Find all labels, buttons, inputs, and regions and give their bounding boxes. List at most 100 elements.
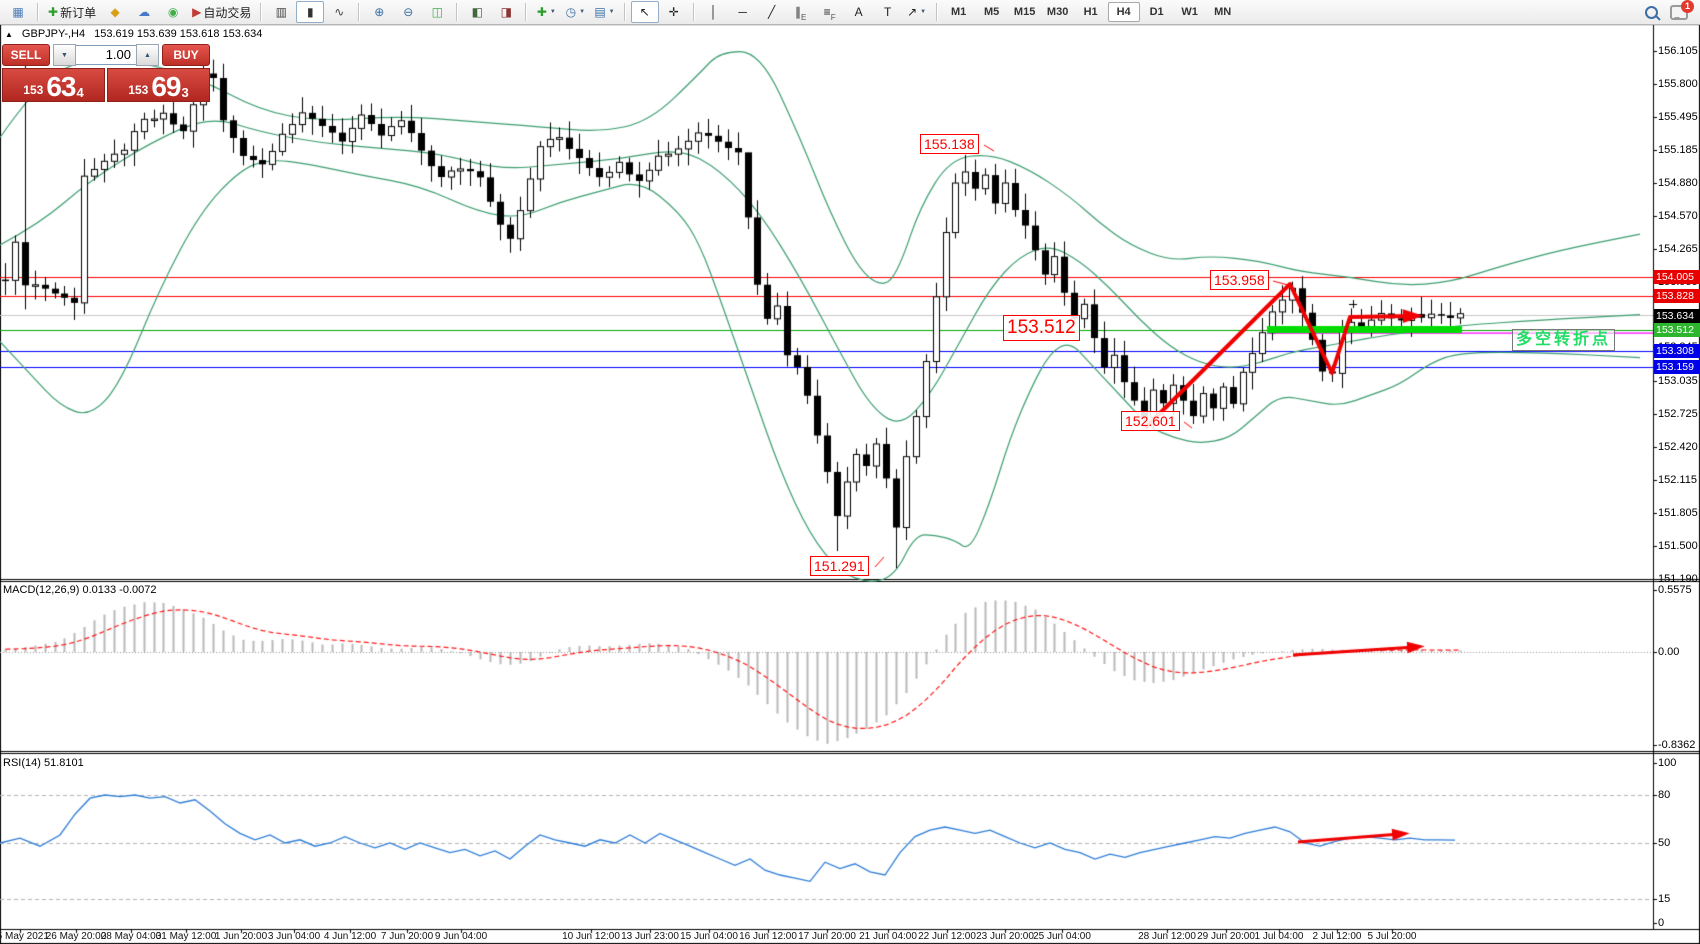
dropdown-caret-icon[interactable]: ▼: [579, 9, 586, 15]
rsi-axis-tick: 0: [1658, 917, 1665, 929]
bid-price-display[interactable]: 153 63 4: [2, 68, 105, 102]
symbol-period-label: GBPJPY-,H4: [21, 28, 86, 40]
zoom-in-icon[interactable]: ⊕: [365, 1, 393, 23]
templates-icon[interactable]: ▤ ▼: [590, 1, 618, 23]
horizontal-line-icon[interactable]: ─: [729, 1, 757, 23]
volume-increase-button[interactable]: ▲: [136, 44, 159, 66]
date-axis-label: 22 Jun 12:00: [918, 931, 976, 942]
sub-letter: F: [830, 13, 836, 22]
rsi-axis-tick: 100: [1658, 757, 1677, 769]
volume-input[interactable]: 1.00: [76, 45, 136, 65]
search-icon[interactable]: [1645, 5, 1658, 19]
indicators-icon[interactable]: ✚ ▼: [532, 1, 560, 23]
chart-window-icon[interactable]: ▦: [4, 1, 32, 23]
toolbar-right: 1: [1645, 0, 1696, 20]
price-level-badge: 153.512: [1654, 322, 1700, 337]
web-trader-icon[interactable]: ☁: [130, 1, 158, 23]
price-annotation[interactable]: 155.138: [920, 134, 979, 154]
macd-axis-tick: -0.8362: [1658, 738, 1696, 751]
price-axis-tick: 153.035: [1658, 374, 1698, 387]
chart-shift-icon: ◨: [500, 5, 512, 19]
signals-icon[interactable]: ◉: [159, 1, 187, 23]
rsi-axis-tick: 15: [1658, 893, 1671, 905]
volume-decrease-button[interactable]: ▼: [53, 44, 76, 66]
timeframe-w1[interactable]: W1: [1181, 6, 1198, 18]
line-chart-icon[interactable]: ∿: [325, 1, 353, 23]
bid-pipette: 4: [76, 85, 84, 100]
periods-icon: ◷: [565, 5, 577, 19]
fibonacci-icon[interactable]: ≡ F: [816, 1, 844, 23]
dropdown-caret-icon[interactable]: ▼: [920, 9, 927, 15]
auto-scroll-icon[interactable]: ◧: [463, 1, 491, 23]
rsi-axis-tick: 50: [1658, 837, 1671, 849]
buy-button[interactable]: BUY: [162, 44, 210, 66]
timeframe-bar: M1 M5 M15 M30 H1 H4 D1 W1 MN: [943, 2, 1239, 22]
price-axis-tick: 154.570: [1658, 209, 1698, 222]
notifications-icon[interactable]: 1: [1670, 0, 1694, 20]
price-axis-tick: 155.495: [1658, 110, 1698, 123]
date-axis-label: 23 Jun 20:00: [976, 931, 1034, 942]
indicators-icon: ✚: [536, 5, 547, 19]
trendline-icon: ╱: [768, 5, 776, 19]
new-order-button[interactable]: ✚ 新订单: [44, 1, 100, 23]
price-axis-tick: 154.880: [1658, 176, 1698, 189]
price-annotation[interactable]: 153.512: [1003, 315, 1080, 341]
timeframe-m5[interactable]: M5: [983, 6, 1000, 18]
collapse-triangle-icon[interactable]: ▲: [5, 29, 13, 39]
toolbar-separator: [935, 3, 938, 21]
macd-axis-tick: 0.00: [1658, 646, 1680, 658]
date-axis-label: 21 Jun 04:00: [859, 931, 917, 942]
autotrading-button-label: 自动交易: [203, 5, 252, 20]
ask-pips: 69: [151, 71, 181, 102]
price-axis-tick: 152.725: [1658, 408, 1698, 421]
timeframe-m15[interactable]: M15: [1013, 6, 1036, 18]
date-axis-label: 1 Jul 04:00: [1254, 931, 1304, 942]
crosshair-icon[interactable]: ✛: [660, 1, 688, 23]
date-axis-label: 3 Jun 04:00: [267, 931, 321, 942]
sell-button[interactable]: SELL: [2, 44, 50, 66]
channel-icon[interactable]: ∥ E: [787, 1, 815, 23]
price-axis-tick: 151.805: [1658, 506, 1698, 519]
timeframe-m30[interactable]: M30: [1046, 6, 1069, 18]
price-annotation[interactable]: 152.601: [1121, 411, 1180, 431]
price-annotation[interactable]: 153.958: [1210, 270, 1269, 290]
toolbar-separator: [260, 3, 263, 21]
timeframe-d1[interactable]: D1: [1149, 6, 1164, 18]
timeframe-m1[interactable]: M1: [950, 6, 967, 18]
ask-price-display[interactable]: 153 69 3: [107, 68, 210, 102]
ask-pipette: 3: [181, 85, 189, 100]
arrows-icon[interactable]: ↗ ▼: [903, 1, 931, 23]
periods-icon[interactable]: ◷ ▼: [561, 1, 589, 23]
one-click-trading-panel: SELL ▼ 1.00 ▲ BUY 153 63 4 153 69 3: [2, 44, 210, 102]
date-axis-label: 25 May 2021: [0, 931, 49, 942]
price-annotation[interactable]: 151.291: [810, 556, 869, 576]
cursor-icon[interactable]: ↖: [630, 1, 659, 23]
date-axis-label: 16 Jun 12:00: [739, 931, 797, 942]
dropdown-caret-icon[interactable]: ▼: [549, 9, 556, 15]
rsi-axis-tick: 80: [1658, 789, 1671, 801]
text-icon[interactable]: A: [845, 1, 873, 23]
turning-point-label[interactable]: 多空转折点: [1512, 329, 1616, 351]
timeframe-h4[interactable]: H4: [1107, 2, 1140, 22]
timeframe-mn[interactable]: MN: [1214, 6, 1232, 18]
timeframe-h1[interactable]: H1: [1083, 6, 1098, 18]
date-axis-label: 28 Jun 12:00: [1138, 931, 1196, 942]
line-chart-icon: ∿: [334, 5, 345, 19]
deposit-icon[interactable]: ◆: [101, 1, 129, 23]
chart-shift-icon[interactable]: ◨: [492, 1, 520, 23]
autotrading-button[interactable]: ▶ 自动交易: [188, 1, 255, 23]
date-axis-label: 15 Jun 04:00: [680, 931, 738, 942]
date-axis-label: 5 Jul 20:00: [1367, 931, 1417, 942]
rsi-label: RSI(14) 51.8101: [3, 757, 84, 769]
ohlc-quote-label: 153.619 153.639 153.618 153.634: [94, 28, 263, 40]
trendline-icon[interactable]: ╱: [758, 1, 786, 23]
zoom-out-icon[interactable]: ⊖: [394, 1, 422, 23]
bar-chart-icon[interactable]: ▥: [267, 1, 295, 23]
label-icon[interactable]: T: [874, 1, 902, 23]
dropdown-caret-icon[interactable]: ▼: [608, 9, 615, 15]
vertical-line-icon[interactable]: │: [700, 1, 728, 23]
candlestick-icon[interactable]: ▮: [296, 1, 325, 23]
tile-windows-icon[interactable]: ◫: [423, 1, 451, 23]
